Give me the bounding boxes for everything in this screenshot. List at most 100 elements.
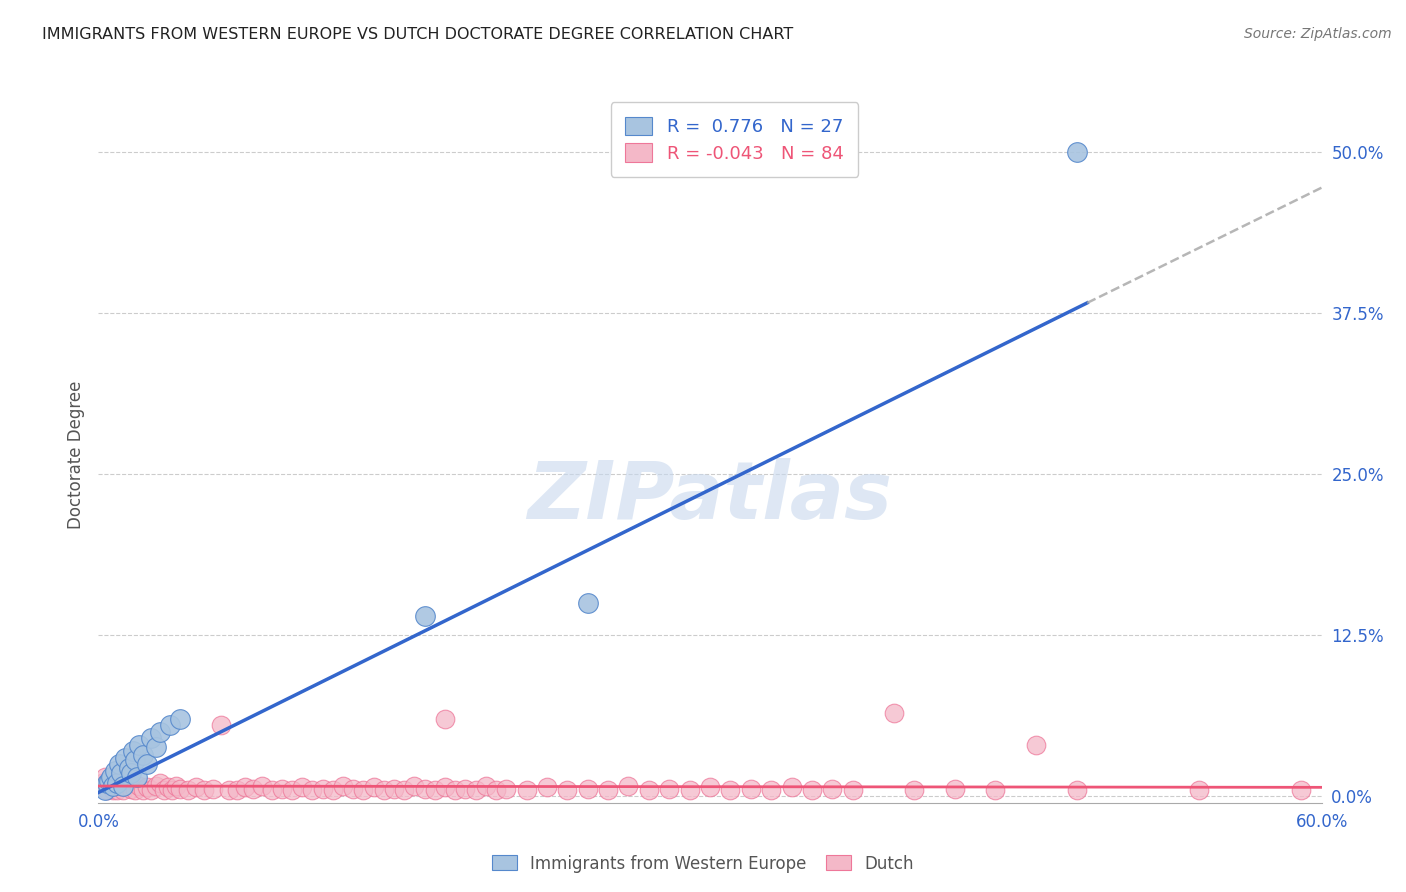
Point	[108, 779, 131, 793]
Text: ZIPatlas: ZIPatlas	[527, 458, 893, 536]
Point	[93, 783, 115, 797]
Point	[444, 783, 467, 797]
Point	[1188, 783, 1211, 797]
Point	[97, 773, 120, 788]
Point	[120, 766, 142, 780]
Point	[312, 781, 335, 796]
Point	[984, 783, 1007, 797]
Point	[186, 780, 208, 795]
Point	[761, 783, 783, 797]
Point	[111, 779, 134, 793]
Point	[96, 776, 118, 790]
Text: IMMIGRANTS FROM WESTERN EUROPE VS DUTCH DOCTORATE DEGREE CORRELATION CHART: IMMIGRANTS FROM WESTERN EUROPE VS DUTCH …	[42, 27, 793, 42]
Point	[226, 783, 249, 797]
Point	[110, 766, 132, 780]
Point	[149, 776, 172, 790]
Point	[93, 770, 115, 784]
Point	[152, 783, 174, 797]
Legend: Immigrants from Western Europe, Dutch: Immigrants from Western Europe, Dutch	[485, 848, 921, 880]
Point	[132, 783, 155, 797]
Point	[322, 783, 344, 797]
Point	[218, 783, 240, 797]
Point	[165, 779, 187, 793]
Point	[474, 779, 498, 793]
Point	[495, 781, 517, 796]
Point	[209, 718, 232, 732]
Point	[270, 781, 294, 796]
Point	[114, 750, 136, 764]
Point	[740, 781, 762, 796]
Point	[679, 783, 702, 797]
Point	[128, 779, 150, 793]
Point	[136, 757, 159, 772]
Point	[434, 712, 457, 726]
Point	[485, 783, 508, 797]
Point	[233, 780, 256, 795]
Point	[132, 748, 155, 763]
Point	[260, 783, 283, 797]
Point	[193, 783, 215, 797]
Point	[342, 781, 364, 796]
Point	[780, 780, 803, 795]
Point	[124, 783, 146, 797]
Point	[658, 781, 681, 796]
Point	[250, 779, 273, 793]
Text: Source: ZipAtlas.com: Source: ZipAtlas.com	[1244, 27, 1392, 41]
Point	[617, 779, 640, 793]
Point	[516, 783, 538, 797]
Point	[100, 779, 122, 793]
Point	[105, 776, 128, 790]
Point	[104, 776, 127, 790]
Point	[156, 780, 179, 795]
Point	[598, 783, 620, 797]
Point	[291, 780, 314, 795]
Point	[1066, 145, 1088, 160]
Point	[118, 761, 141, 775]
Point	[392, 783, 416, 797]
Point	[108, 757, 131, 772]
Point	[903, 783, 925, 797]
Point	[120, 781, 142, 796]
Point	[141, 783, 163, 797]
Point	[177, 783, 200, 797]
Point	[127, 770, 149, 784]
Point	[841, 783, 863, 797]
Point	[332, 779, 354, 793]
Point	[883, 706, 905, 720]
Point	[1025, 738, 1047, 752]
Point	[404, 779, 426, 793]
Point	[104, 764, 127, 778]
Point	[145, 740, 167, 755]
Y-axis label: Doctorate Degree: Doctorate Degree	[66, 381, 84, 529]
Point	[160, 783, 183, 797]
Point	[363, 780, 385, 795]
Point	[242, 781, 264, 796]
Point	[145, 779, 167, 793]
Point	[352, 783, 374, 797]
Point	[124, 753, 146, 767]
Point	[536, 780, 558, 795]
Point	[97, 773, 120, 788]
Point	[100, 770, 122, 784]
Point	[169, 781, 191, 796]
Point	[122, 744, 145, 758]
Point	[576, 781, 599, 796]
Point	[149, 725, 172, 739]
Point	[169, 712, 191, 726]
Point	[159, 718, 181, 732]
Point	[1066, 783, 1088, 797]
Point	[201, 781, 224, 796]
Point	[301, 783, 323, 797]
Point	[115, 776, 138, 790]
Point	[423, 783, 446, 797]
Point	[464, 783, 486, 797]
Point	[96, 783, 118, 797]
Point	[801, 783, 824, 797]
Point	[382, 781, 405, 796]
Point	[101, 779, 124, 793]
Point	[141, 731, 163, 746]
Point	[281, 783, 304, 797]
Point	[637, 783, 661, 797]
Point	[136, 780, 159, 795]
Point	[576, 596, 599, 610]
